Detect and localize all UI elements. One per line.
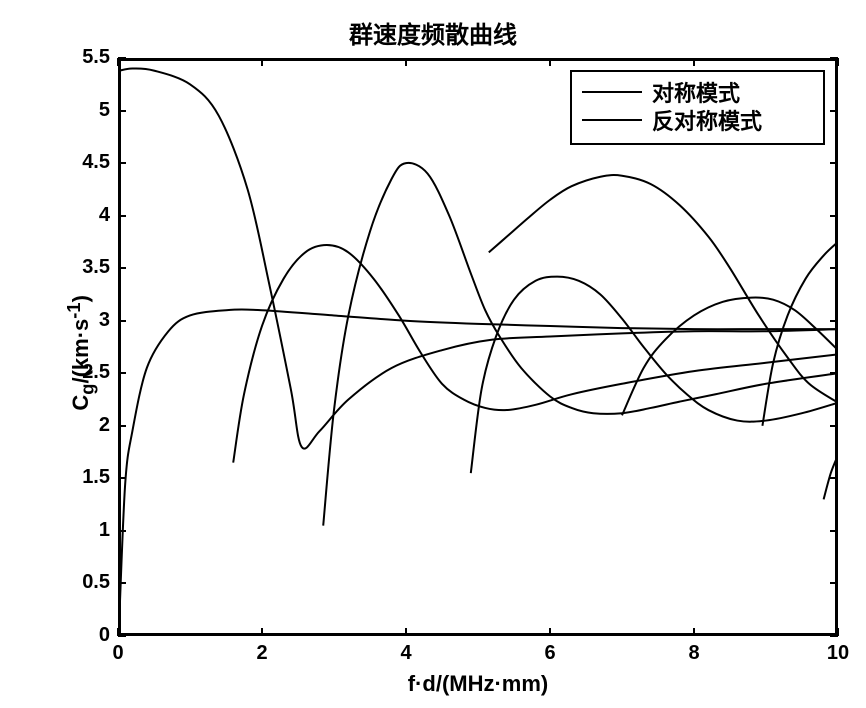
y-tick-label: 5 [60,99,110,122]
y-tick-label: 0.5 [60,571,110,594]
x-tick-label: 2 [237,642,287,665]
x-tick-label: 10 [813,642,863,665]
chart-container: 群速度频散曲线 Cg/(km·s-1) f·d/(MHz·mm) 对称模式 反对… [0,0,866,708]
x-tick-label: 0 [93,642,143,665]
y-tick-label: 3.5 [60,256,110,279]
legend: 对称模式 反对称模式 [570,70,825,145]
y-tick-label: 5.5 [60,46,110,69]
y-tick-label: 1.5 [60,466,110,489]
legend-line-icon [582,119,642,121]
y-tick-label: 4 [60,204,110,227]
y-tick-label: 4.5 [60,151,110,174]
chart-title: 群速度频散曲线 [0,15,866,50]
legend-text: 反对称模式 [652,104,762,136]
legend-item-antisymmetric: 反对称模式 [582,106,813,134]
x-tick-label: 6 [525,642,575,665]
x-axis-label: f·d/(MHz·mm) [118,671,838,697]
x-tick-label: 4 [381,642,431,665]
y-tick-label: 2 [60,414,110,437]
legend-line-icon [582,91,642,93]
x-tick-label: 8 [669,642,719,665]
y-tick-label: 3 [60,309,110,332]
y-tick-label: 1 [60,519,110,542]
legend-item-symmetric: 对称模式 [582,78,813,106]
y-tick-label: 2.5 [60,361,110,384]
